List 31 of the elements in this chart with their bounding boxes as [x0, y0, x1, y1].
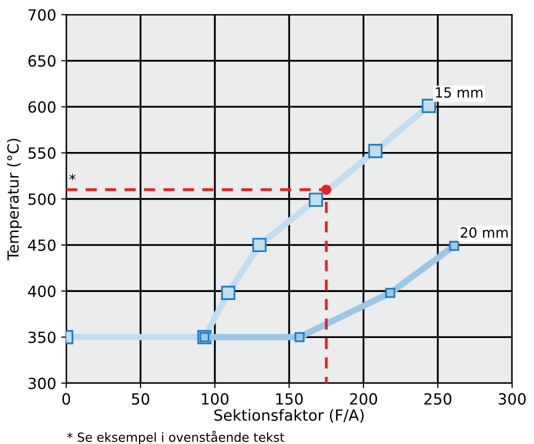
point — [449, 240, 460, 251]
point — [422, 98, 436, 113]
y-tick-label: 350 — [28, 332, 56, 344]
y-tick-label: 500 — [28, 193, 56, 205]
y-tick-label: 400 — [28, 286, 56, 298]
x-tick-label: 150 — [276, 393, 303, 405]
series-label: 15 mm — [436, 87, 482, 98]
y-tick-label: 450 — [28, 239, 56, 251]
x-tick-label: 0 — [62, 393, 70, 405]
point — [294, 332, 305, 342]
y-tick-label: 650 — [28, 55, 56, 67]
y-tick-label: 600 — [28, 101, 56, 113]
series-label: 20 mm — [460, 227, 508, 238]
y-tick-label: 700 — [28, 9, 56, 21]
x-axis-title: Sektionsfaktor (F/A) — [214, 409, 364, 423]
point — [308, 192, 323, 207]
point — [368, 144, 382, 158]
point — [321, 184, 332, 195]
x-tick-label: 250 — [424, 393, 452, 405]
y-tick-label: 550 — [28, 147, 56, 159]
point — [221, 286, 236, 300]
text: * Se eksempel i ovenstående tekst — [67, 430, 284, 444]
y-tick-label: 300 — [28, 378, 56, 390]
x-tick-label: 50 — [132, 393, 150, 405]
y-axis-title: Temperatur (°C) — [7, 138, 22, 260]
x-tick-label: 300 — [498, 393, 526, 405]
x-tick-label: 100 — [202, 393, 228, 405]
point — [252, 238, 267, 252]
x-tick-label: 200 — [350, 393, 378, 405]
annotation: * — [69, 174, 76, 180]
point — [385, 288, 396, 298]
